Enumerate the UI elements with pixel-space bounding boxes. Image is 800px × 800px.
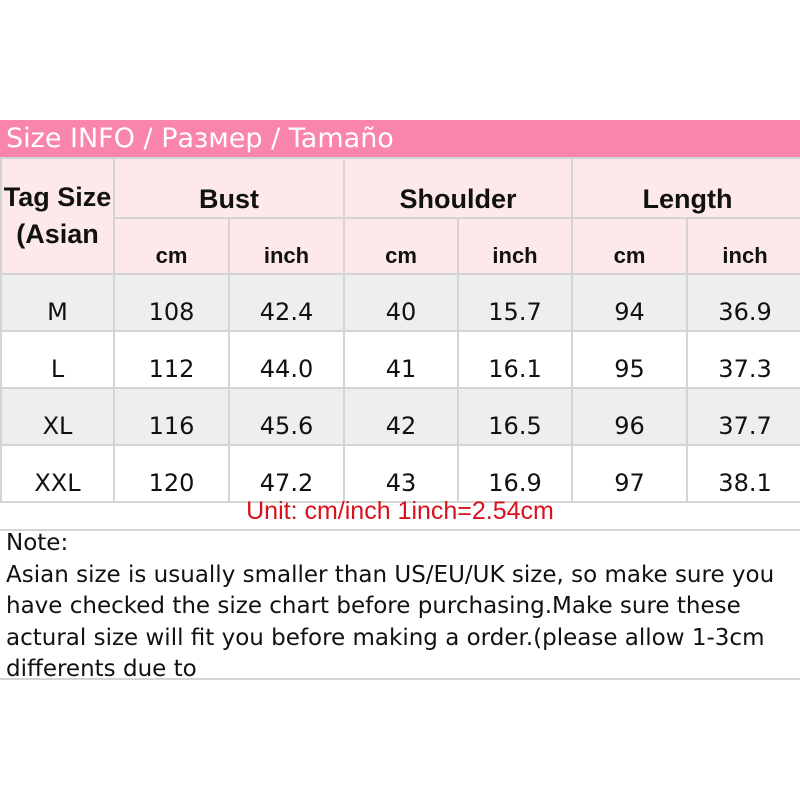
measurement-cell: 43 — [343, 444, 459, 503]
size-info-banner: Size INFO / Размер / Tamaño — [0, 120, 800, 157]
measurement-cell: 112 — [113, 330, 230, 389]
measurement-cell: 96 — [571, 387, 689, 446]
table-row: XXL 120 47.2 43 16.9 97 38.1 — [0, 444, 800, 503]
shoulder-header: Shoulder — [342, 157, 574, 219]
divider — [0, 678, 800, 680]
note-block: Note: Asian size is usually smaller than… — [6, 528, 796, 678]
measurement-cell: 95 — [571, 330, 689, 389]
table-row: M 108 42.4 40 15.7 94 36.9 — [0, 273, 800, 332]
size-cell: XL — [0, 387, 115, 446]
unit-header: inch — [456, 217, 574, 275]
unit-header: inch — [686, 217, 800, 275]
measurement-cell: 44.0 — [228, 330, 345, 389]
measurement-cell: 94 — [571, 273, 689, 332]
measurement-cell: 36.9 — [686, 273, 800, 332]
measurement-cell: 15.7 — [456, 273, 574, 332]
size-cell: XXL — [0, 444, 115, 503]
measurement-cell: 108 — [113, 273, 230, 332]
measurement-cell: 45.6 — [228, 387, 345, 446]
measurement-cell: 37.7 — [686, 387, 800, 446]
measurement-cell: 47.2 — [228, 444, 345, 503]
measurement-cell: 120 — [113, 444, 230, 503]
unit-header: inch — [228, 217, 345, 275]
measurement-cell: 42 — [343, 387, 459, 446]
size-cell: L — [0, 330, 115, 389]
measurement-cell: 16.5 — [456, 387, 574, 446]
measurement-cell: 40 — [343, 273, 459, 332]
tag-size-header: Tag Size (Asian — [0, 157, 115, 275]
note-title: Note: — [6, 530, 69, 556]
measurement-cell: 16.9 — [456, 444, 574, 503]
measurement-cell: 37.3 — [686, 330, 800, 389]
unit-header: cm — [571, 217, 689, 275]
measurement-cell: 41 — [343, 330, 459, 389]
unit-header: cm — [113, 217, 230, 275]
measurement-cell: 38.1 — [686, 444, 800, 503]
measurement-cell: 16.1 — [456, 330, 574, 389]
size-table: Tag Size (Asian Bust Shoulder Length cm … — [0, 157, 800, 503]
table-row: L 112 44.0 41 16.1 95 37.3 — [0, 330, 800, 389]
unit-header: cm — [343, 217, 459, 275]
measurement-cell: 116 — [113, 387, 230, 446]
note-text: Asian size is usually smaller than US/EU… — [6, 561, 775, 679]
length-header: Length — [571, 157, 800, 219]
table-row: XL 116 45.6 42 16.5 96 37.7 — [0, 387, 800, 446]
measurement-cell: 42.4 — [228, 273, 345, 332]
bust-header: Bust — [113, 157, 345, 219]
measurement-cell: 97 — [571, 444, 689, 503]
unit-note: Unit: cm/inch 1inch=2.54cm — [0, 479, 800, 531]
size-cell: M — [0, 273, 115, 332]
